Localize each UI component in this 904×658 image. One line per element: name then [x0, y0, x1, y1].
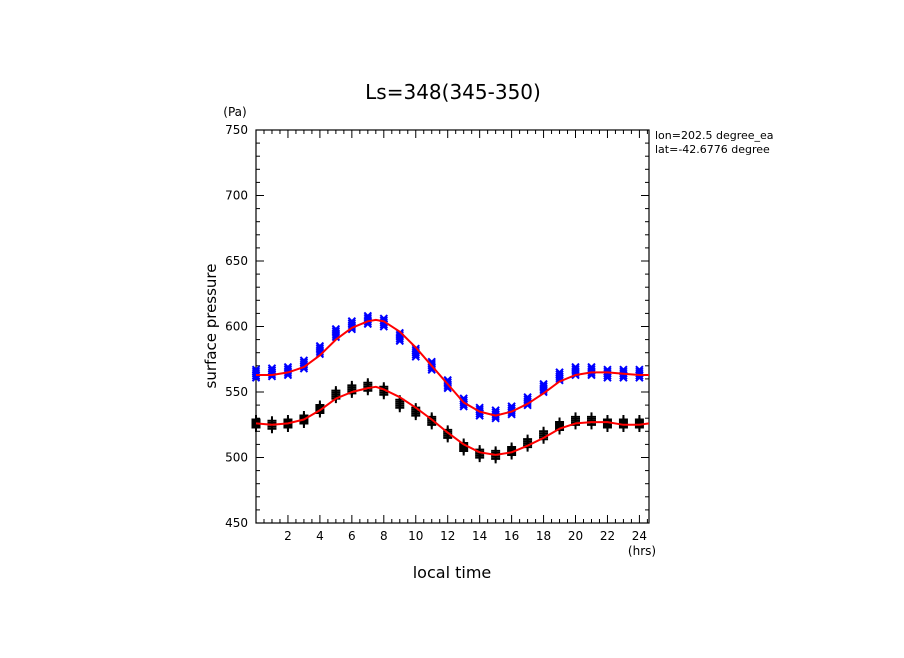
series-2-line: [256, 318, 649, 417]
x-tick-label: 24: [632, 529, 647, 543]
x-axis-label: local time: [413, 563, 492, 582]
plus-marker: [491, 452, 501, 462]
x-marker: [459, 400, 468, 409]
x-tick-label: 16: [504, 529, 519, 543]
x-marker: [427, 363, 436, 373]
series-0-point: [635, 365, 644, 382]
y-tick-label: 500: [225, 451, 248, 465]
x-tick-label: 6: [348, 529, 356, 543]
plus-marker: [251, 420, 261, 430]
series-0-point: [555, 368, 564, 385]
series-0-point: [571, 362, 580, 380]
x-tick-label: 20: [568, 529, 583, 543]
y-tick-label: 750: [225, 123, 248, 137]
series-1-point: [571, 412, 581, 430]
plot-frame: [255, 129, 650, 524]
y-tick-label: 700: [225, 189, 248, 203]
x-marker: [411, 350, 420, 359]
x-tick-label: 10: [408, 529, 423, 543]
series-0-point: [475, 403, 484, 420]
x-marker: [315, 347, 325, 357]
series-1-point: [347, 380, 357, 398]
x-marker: [395, 334, 404, 344]
plus-marker: [459, 444, 469, 454]
y-tick-label: 550: [225, 385, 248, 399]
series-0-point: [603, 365, 612, 382]
series-1-point: [586, 412, 596, 430]
axes-layer: 2 4 6 8 10 12 14 16 18 20 22 2445050055060065070075…: [225, 123, 650, 543]
y-tick-label: 450: [225, 516, 248, 530]
x-tick-label: 4: [316, 529, 324, 543]
series-1-point: [555, 417, 565, 435]
plus-marker: [395, 401, 405, 411]
plus-marker: [267, 422, 277, 432]
data-layer: [251, 311, 650, 464]
x-tick-label: 22: [600, 529, 615, 543]
x-tick-label: 2: [284, 529, 292, 543]
annotation-lat: lat=-42.6776 degree: [655, 143, 770, 156]
y-tick-label: 600: [225, 320, 248, 334]
series-0-point: [587, 362, 596, 380]
y-axis-unit: (Pa): [223, 105, 246, 119]
x-tick-label: 18: [536, 529, 551, 543]
series-0-point: [267, 364, 277, 381]
series-0-point: [347, 316, 357, 334]
x-axis-unit: (hrs): [628, 544, 656, 558]
y-axis-label: surface pressure: [202, 264, 220, 389]
x-tick-label: 8: [380, 529, 388, 543]
annotation-lon: lon=202.5 degree_ea: [655, 129, 774, 142]
x-tick-label: 12: [440, 529, 455, 543]
series-0-point: [315, 341, 325, 359]
chart-title: Ls=348(345-350): [365, 80, 541, 104]
plus-marker: [411, 409, 421, 419]
series-1-point: [507, 442, 517, 460]
series-3-line: [255, 385, 650, 456]
x-marker: [443, 381, 452, 391]
y-tick-label: 650: [225, 254, 248, 268]
series-0-point: [331, 324, 341, 342]
x-tick-label: 14: [472, 529, 487, 543]
series-0-point: [251, 365, 261, 382]
